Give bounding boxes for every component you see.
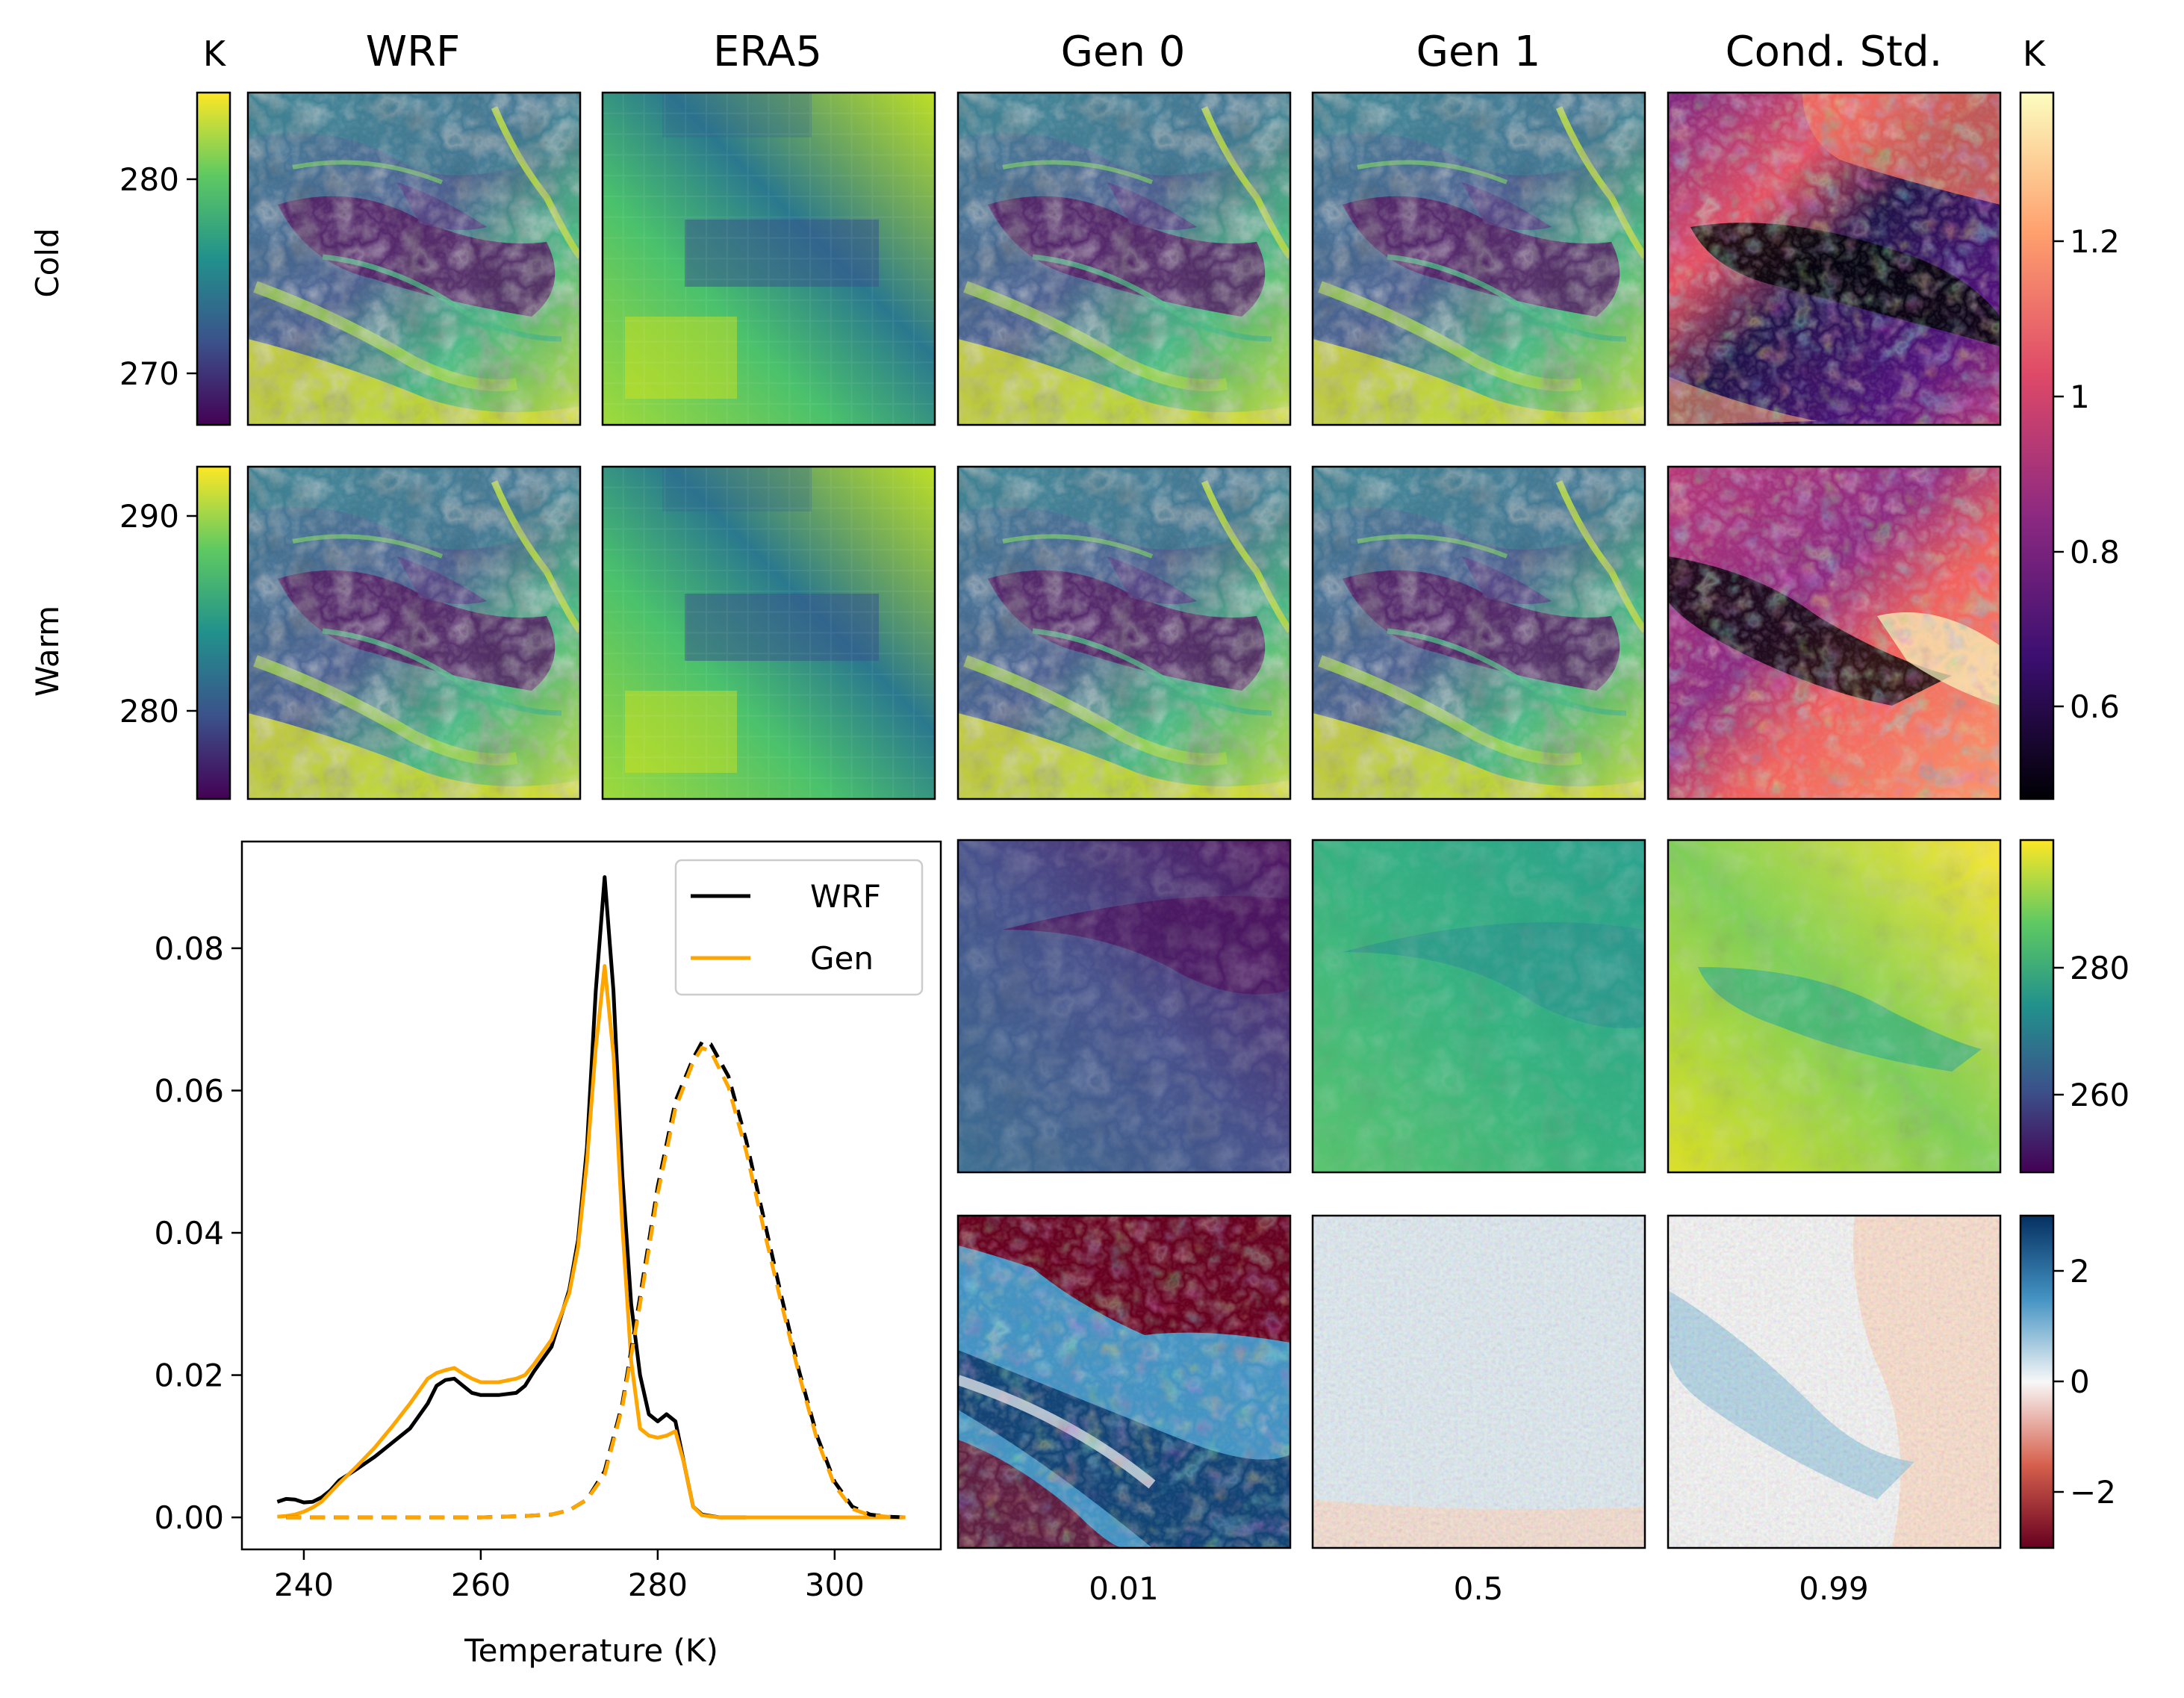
colorbar-cond-std-tick: 1 xyxy=(2070,379,2090,415)
map-cold-gen0 xyxy=(956,91,1292,426)
chart-x-axis-label: Temperature (K) xyxy=(464,1632,718,1669)
colorbar-residual-tick: −2 xyxy=(2070,1474,2116,1511)
colorbar-cond-std-tick: 0.6 xyxy=(2070,688,2120,725)
colorbar-residual-tick: 0 xyxy=(2070,1363,2090,1400)
map-quantile-0.99 xyxy=(1667,839,2002,1174)
legend-entry-wrf: WRF xyxy=(810,878,881,915)
colorbar-warm-tick: 290 xyxy=(119,498,179,535)
unit-label-left: K xyxy=(203,34,227,74)
temperature-distribution-chart: 240 260 280 300 0.00 0.02 0.04 0.06 0.08 Tempera… xyxy=(154,840,942,1669)
column-title-gen0: Gen 0 xyxy=(1061,28,1186,76)
colorbar-quantile-temperature: 280 260 xyxy=(2019,839,2129,1174)
colorbar-cold-tick: 280 xyxy=(119,161,179,198)
legend-entry-gen: Gen xyxy=(810,940,874,977)
chart-y-tick-label: 0.06 xyxy=(154,1072,224,1109)
column-title-era5: ERA5 xyxy=(713,28,822,76)
quantile-label-0.01: 0.01 xyxy=(1089,1570,1159,1607)
colorbar-quantile-tick: 260 xyxy=(2070,1077,2129,1113)
colorbar-cond-std: 1.2 1 0.8 0.6 xyxy=(2019,91,2120,800)
quantile-label-0.5: 0.5 xyxy=(1454,1570,1504,1607)
map-cold-era5 xyxy=(601,91,936,426)
chart-legend: WRF Gen xyxy=(674,859,924,996)
map-residual-0.99 xyxy=(1667,1214,2002,1549)
row-label-warm: Warm xyxy=(29,606,66,697)
colorbar-residual-tick: 2 xyxy=(2070,1253,2090,1290)
colorbar-quantile-tick: 280 xyxy=(2070,950,2129,986)
unit-label-right: K xyxy=(2023,34,2047,74)
map-quantile-0.01 xyxy=(956,839,1292,1174)
chart-x-tick-label: 300 xyxy=(805,1567,865,1603)
map-residual-0.5 xyxy=(1311,1214,1646,1549)
map-quantile-0.5 xyxy=(1311,839,1646,1174)
colorbar-residual: 2 0 −2 xyxy=(2019,1214,2116,1549)
column-title-cond-std: Cond. Std. xyxy=(1726,28,1943,76)
map-warm-cond-std xyxy=(1667,465,2002,800)
map-warm-gen1 xyxy=(1311,465,1646,800)
chart-y-tick-label: 0.08 xyxy=(154,930,224,967)
column-title-gen1: Gen 1 xyxy=(1416,28,1541,76)
colorbar-cond-std-tick: 1.2 xyxy=(2070,223,2120,260)
series-line-gen-cold xyxy=(277,964,906,1520)
colorbar-warm-tick: 280 xyxy=(119,693,179,730)
quantile-label-0.99: 0.99 xyxy=(1799,1570,1869,1607)
column-title-wrf: WRF xyxy=(366,28,461,76)
chart-y-tick-label: 0.04 xyxy=(154,1215,224,1251)
chart-x-tick-label: 260 xyxy=(451,1567,511,1603)
colorbar-cold: 280 270 xyxy=(119,91,231,426)
map-cold-cond-std xyxy=(1667,91,2002,426)
colorbar-cond-std-tick: 0.8 xyxy=(2070,534,2120,570)
chart-x-tick-label: 240 xyxy=(274,1567,334,1603)
series-line-wrf-cold xyxy=(276,875,747,1520)
chart-y-tick-label: 0.02 xyxy=(154,1358,224,1394)
map-cold-wrf xyxy=(246,91,582,426)
map-warm-era5 xyxy=(601,465,936,800)
series-line-gen-warm xyxy=(286,1045,906,1520)
chart-y-tick-label: 0.00 xyxy=(154,1499,224,1536)
colorbar-cold-tick: 270 xyxy=(119,355,179,392)
map-warm-wrf xyxy=(246,465,582,800)
map-residual-0.01 xyxy=(956,1214,1292,1549)
map-warm-gen0 xyxy=(956,465,1292,800)
map-cold-gen1 xyxy=(1311,91,1646,426)
row-label-cold: Cold xyxy=(29,228,66,297)
colorbar-warm: 290 280 xyxy=(119,465,231,800)
chart-x-tick-label: 280 xyxy=(628,1567,688,1603)
